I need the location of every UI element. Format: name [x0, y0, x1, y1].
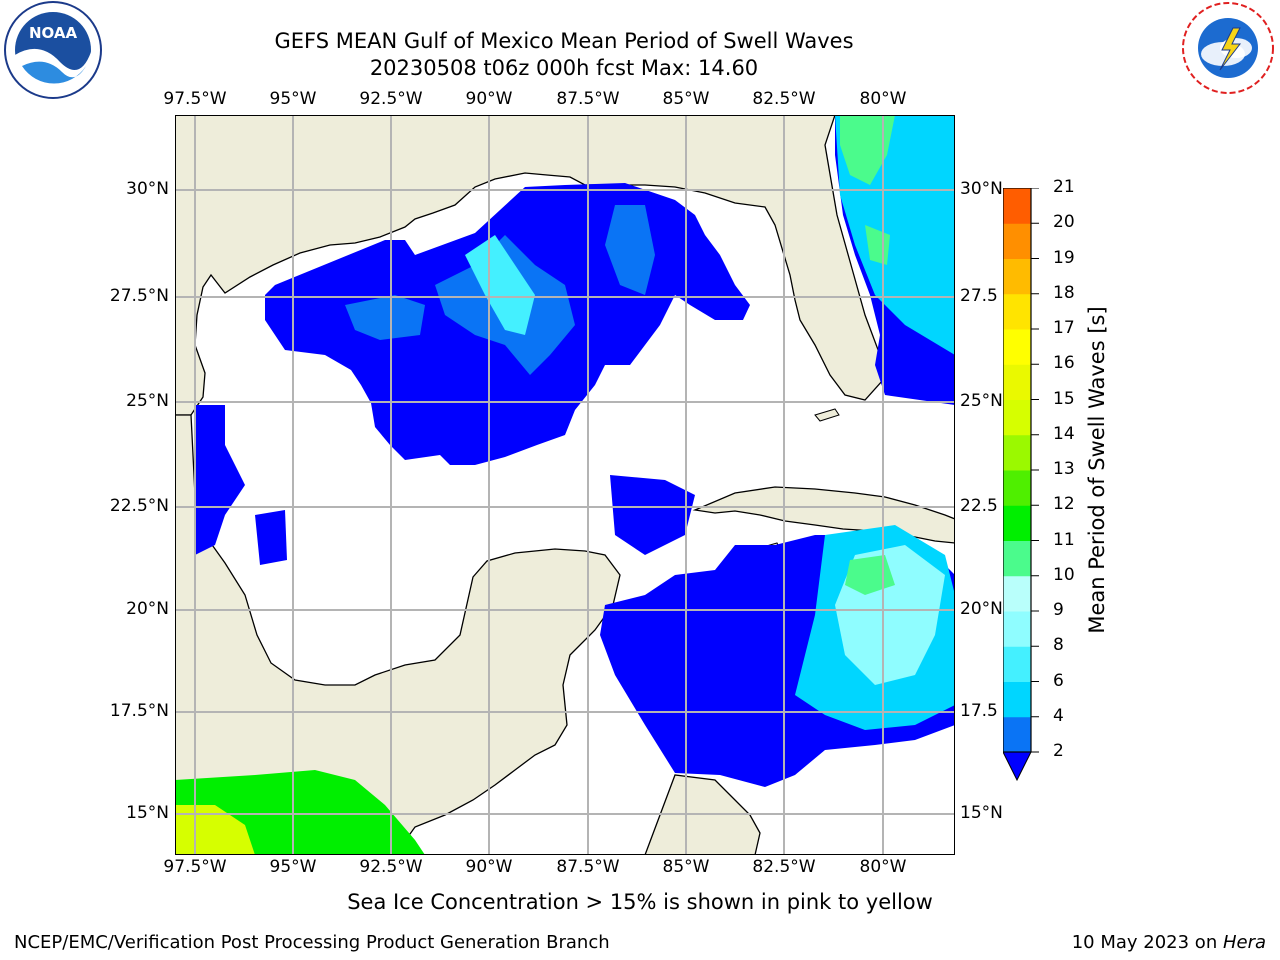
longitude-label: 90°W: [465, 857, 513, 877]
colorbar-tick-label: 4: [1053, 705, 1064, 726]
latitude-label: 30°N: [126, 179, 169, 199]
colorbar-tick-label: 10: [1053, 564, 1075, 585]
colorbar-tick-label: 13: [1053, 459, 1075, 479]
longitude-label: 80°W: [859, 89, 907, 109]
colorbar: [1003, 188, 1039, 782]
latitude-label: 30°N: [960, 179, 1003, 199]
colorbar-band: [1003, 540, 1031, 577]
colorbar-band: [1003, 611, 1031, 647]
latitude-label: 27.5°N: [109, 286, 169, 306]
colorbar-band: [1003, 399, 1031, 436]
latitude-label: 17.5: [960, 701, 998, 721]
latitude-label: 22.5: [960, 496, 998, 516]
date-text: 10 May 2023 on Hera: [1072, 932, 1266, 953]
colorbar-extend-arrow: [1003, 751, 1032, 782]
colorbar-tick-label: 17: [1053, 318, 1075, 338]
colorbar-tick-label: 2: [1053, 741, 1064, 761]
longitude-label: 85°W: [662, 857, 710, 877]
longitude-label: 80°W: [859, 857, 907, 877]
colorbar-band: [1003, 364, 1031, 400]
swell-period-field: [175, 115, 955, 855]
chart-subtitle: 20230508 t06z 000h fcst Max: 14.60: [369, 56, 759, 80]
date-label: 10 May 2023 on: [1071, 932, 1223, 953]
colorbar-label: Mean Period of Swell Waves [s]: [1085, 306, 1109, 634]
latitude-label: 27.5: [960, 286, 998, 306]
colorbar-band: [1003, 329, 1031, 365]
latitude-label: 15°N: [960, 803, 1003, 823]
longitude-label: 87.5°W: [556, 857, 620, 877]
colorbar-band: [1003, 223, 1031, 259]
graticule: [175, 115, 955, 855]
colorbar-tick-label: 18: [1053, 282, 1075, 303]
colorbar-band: [1003, 716, 1031, 753]
colorbar-tick-label: 19: [1053, 247, 1075, 268]
colorbar-band: [1003, 646, 1031, 682]
colorbar-tick-label: 6: [1053, 670, 1064, 691]
latitude-label: 20°N: [126, 599, 169, 619]
latitude-label: 17.5°N: [109, 701, 169, 721]
colorbar-tick-label: 9: [1053, 600, 1064, 620]
colorbar-band: [1003, 505, 1031, 541]
colorbar-band: [1003, 681, 1031, 718]
colorbar-tick-label: 11: [1053, 529, 1075, 550]
colorbar-tick-label: 21: [1053, 177, 1075, 197]
longitude-label: 82.5°W: [752, 857, 816, 877]
colorbar-tick-label: 12: [1053, 494, 1075, 515]
colorbar-band: [1003, 258, 1031, 295]
longitude-label: 90°W: [465, 89, 513, 109]
longitude-label: 82.5°W: [752, 89, 816, 109]
noaa-logo-text: NOAA: [29, 24, 78, 42]
colorbar-band: [1003, 575, 1031, 612]
nws-logo: [1178, 0, 1278, 100]
gulf-of-mexico-map: [175, 115, 955, 855]
chart-title: GEFS MEAN Gulf of Mexico Mean Period of …: [274, 29, 854, 53]
sea-ice-note: Sea Ice Concentration > 15% is shown in …: [347, 890, 933, 914]
colorbar-band: [1003, 434, 1031, 471]
longitude-label: 92.5°W: [359, 89, 423, 109]
colorbar-tick-label: 20: [1053, 212, 1075, 233]
longitude-label: 97.5°W: [163, 857, 227, 877]
colorbar-tick-label: 15: [1053, 388, 1075, 409]
latitude-label: 20°N: [960, 599, 1003, 619]
colorbar-band: [1003, 470, 1031, 506]
longitude-label: 85°W: [662, 89, 710, 109]
longitude-label: 95°W: [269, 89, 317, 109]
longitude-label: 87.5°W: [556, 89, 620, 109]
colorbar-band: [1003, 293, 1031, 330]
longitude-label: 95°W: [269, 857, 317, 877]
colorbar-band: [1003, 188, 1031, 224]
machine-name: Hera: [1222, 932, 1266, 953]
latitude-label: 25°N: [126, 391, 169, 411]
colorbar-tick-label: 16: [1053, 353, 1075, 374]
colorbar-tick-label: 8: [1053, 635, 1064, 656]
colorbar-tick-label: 14: [1053, 423, 1075, 444]
latitude-label: 22.5°N: [109, 496, 169, 516]
longitude-label: 92.5°W: [359, 857, 423, 877]
noaa-logo: NOAA: [0, 0, 106, 106]
longitude-label: 97.5°W: [163, 89, 227, 109]
latitude-label: 15°N: [126, 803, 169, 823]
credit-text: NCEP/EMC/Verification Post Processing Pr…: [14, 932, 610, 953]
latitude-label: 25°N: [960, 391, 1003, 411]
